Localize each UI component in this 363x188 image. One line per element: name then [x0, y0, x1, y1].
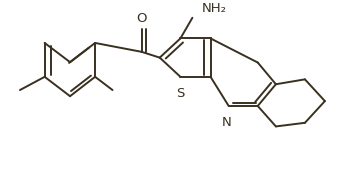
Text: NH₂: NH₂: [201, 2, 227, 14]
Text: N: N: [222, 116, 232, 129]
Text: S: S: [176, 87, 185, 100]
Text: O: O: [136, 12, 147, 25]
